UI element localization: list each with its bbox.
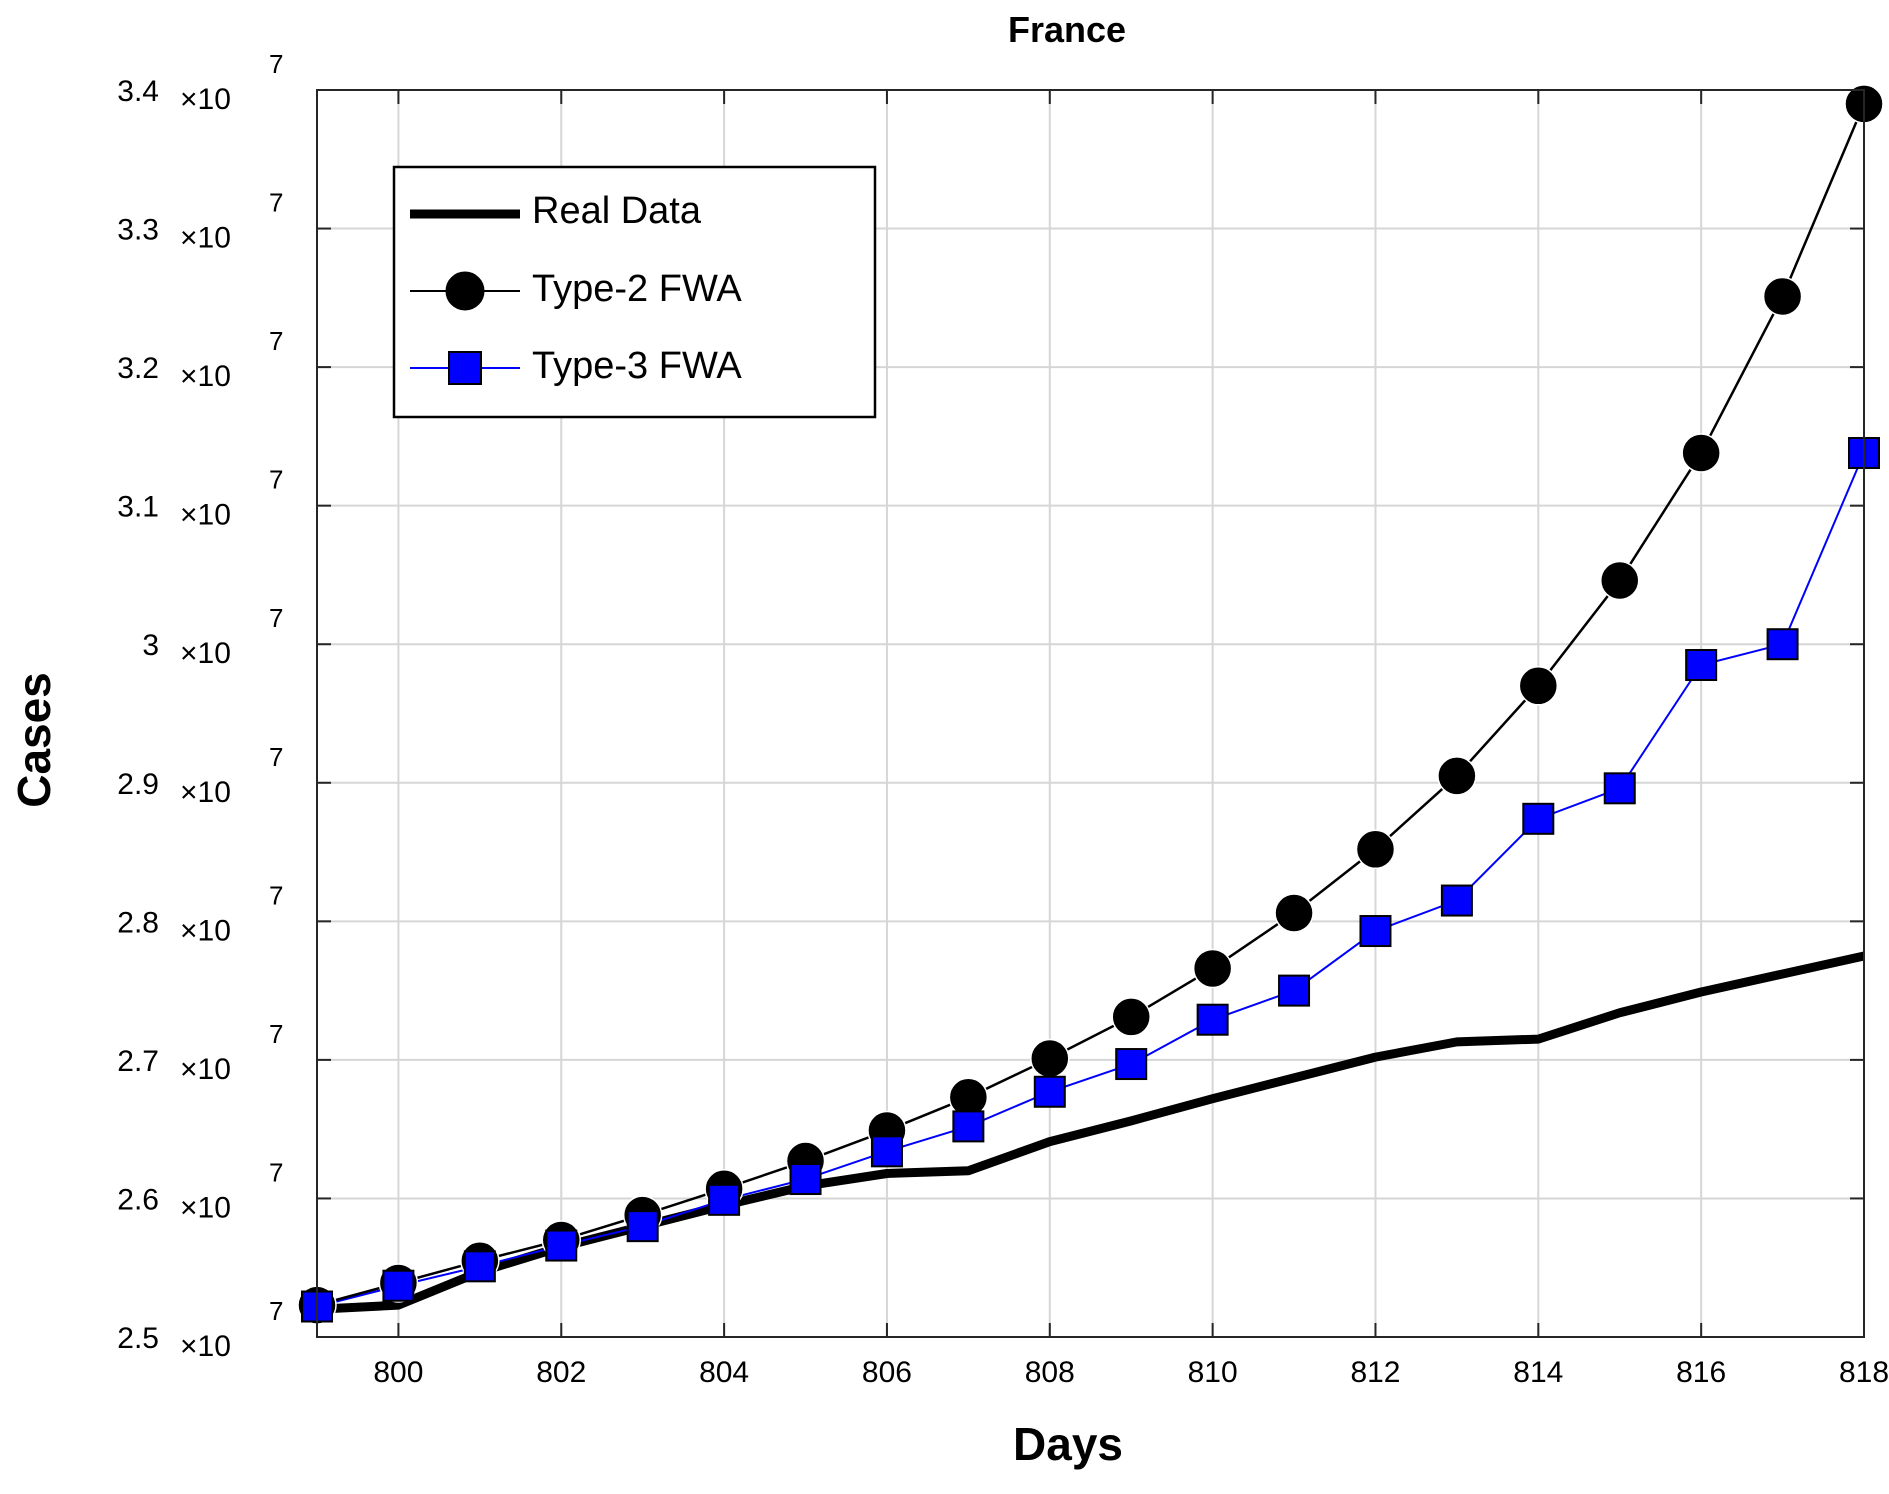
y-tick-exponent: 7 (269, 1296, 283, 1326)
chart-title: France (1008, 9, 1126, 50)
type3-fwa-point (1603, 772, 1636, 805)
y-tick-label: 2.5 (117, 1322, 159, 1355)
type3-fwa-point (1278, 974, 1311, 1007)
type3-fwa-point (952, 1110, 985, 1143)
y-tick-exponent: 7 (269, 1157, 283, 1187)
type3-fwa-point (626, 1210, 659, 1243)
x-tick-label: 808 (1025, 1356, 1075, 1389)
type2-fwa-point (1192, 948, 1233, 989)
x-tick-label: 804 (699, 1356, 749, 1389)
type3-fwa-point (382, 1269, 415, 1302)
y-tick-exponent: 7 (269, 188, 283, 218)
type3-fwa-point (463, 1250, 496, 1283)
type2-fwa-point (1030, 1038, 1070, 1079)
y-tick-multiplier: ×10 (180, 914, 231, 947)
y-tick-multiplier: ×10 (180, 1191, 231, 1224)
y-tick-multiplier: ×10 (180, 1330, 231, 1363)
y-tick-exponent: 7 (269, 603, 283, 633)
plot-frame (316, 89, 1865, 1338)
y-tick-labels: 2.5 ×10 7 2.6 ×10 7 2.7 ×10 7 2.8 ×10 7 2.9 ×10 7 3 ×10 7… (117, 49, 283, 1363)
type2-fwa-point (1762, 276, 1803, 317)
legend-type3-marker (448, 351, 482, 385)
x-tick-label: 802 (536, 1356, 586, 1389)
axis-ticks (317, 89, 1865, 1338)
y-tick-multiplier: ×10 (180, 222, 231, 255)
y-tick-multiplier: ×10 (180, 499, 231, 532)
y-tick-label: 2.6 (117, 1183, 159, 1216)
type3-fwa-point (1766, 628, 1799, 661)
type2-fwa-point (1274, 893, 1314, 933)
legend-real-data-label: Real Data (532, 190, 702, 232)
x-tick-label: 816 (1676, 1356, 1726, 1389)
type2-fwa-point (1437, 756, 1477, 796)
type3-fwa-point (708, 1183, 741, 1216)
x-tick-label: 818 (1839, 1356, 1889, 1389)
type3-fwa-point (1522, 802, 1555, 835)
y-axis-label: Cases (8, 672, 60, 808)
type3-fwa-point (1196, 1003, 1229, 1036)
type2-fwa-point (1111, 997, 1151, 1037)
y-tick-label: 3.4 (117, 75, 159, 108)
y-tick-exponent: 7 (269, 880, 283, 910)
y-tick-label: 3.3 (117, 214, 159, 247)
type3-fwa-point (1359, 915, 1392, 948)
type3-fwa-point (789, 1163, 822, 1196)
y-tick-exponent: 7 (269, 49, 283, 79)
y-tick-label: 3 (142, 629, 159, 662)
type3-fwa-point (1685, 649, 1718, 682)
legend-type3-label: Type-3 FWA (532, 345, 742, 387)
y-tick-label: 2.8 (117, 906, 159, 939)
type3-fwa-point (545, 1229, 578, 1262)
series-layer (297, 84, 1884, 1325)
type2-fwa-point (1355, 829, 1396, 870)
y-tick-label: 2.7 (117, 1045, 159, 1078)
y-tick-exponent: 7 (269, 326, 283, 356)
legend-type2-marker (445, 271, 485, 311)
type2-fwa-point (1599, 560, 1640, 601)
x-axis-label: Days (1013, 1418, 1123, 1470)
y-tick-exponent: 7 (269, 1019, 283, 1049)
type2-fwa-point (1681, 433, 1721, 473)
type3-fwa-point (1115, 1048, 1148, 1081)
y-tick-exponent: 7 (269, 465, 283, 495)
y-tick-label: 3.2 (117, 352, 159, 385)
x-tick-label: 814 (1513, 1356, 1563, 1389)
legend-type2-label: Type-2 FWA (532, 268, 742, 310)
legend: Real Data Type-2 FWA Type-3 FWA (392, 165, 877, 419)
y-tick-multiplier: ×10 (180, 83, 231, 116)
x-tick-label: 806 (862, 1356, 912, 1389)
y-tick-multiplier: ×10 (180, 360, 231, 393)
type2-fwa-point (1518, 666, 1559, 706)
y-tick-exponent: 7 (269, 742, 283, 772)
x-tick-label: 800 (373, 1356, 423, 1389)
y-tick-multiplier: ×10 (180, 776, 231, 809)
x-tick-labels: 800 802 804 806 808 810 812 814 816 818 (373, 1356, 1889, 1389)
x-tick-label: 810 (1188, 1356, 1238, 1389)
y-tick-multiplier: ×10 (180, 1053, 231, 1086)
y-tick-label: 2.9 (117, 768, 159, 801)
y-tick-multiplier: ×10 (180, 637, 231, 670)
y-tick-label: 3.1 (117, 491, 159, 524)
type3-fwa-point (870, 1135, 903, 1168)
type3-fwa-point (1033, 1075, 1066, 1108)
x-tick-label: 812 (1350, 1356, 1400, 1389)
type3-fwa-point (1440, 884, 1473, 917)
